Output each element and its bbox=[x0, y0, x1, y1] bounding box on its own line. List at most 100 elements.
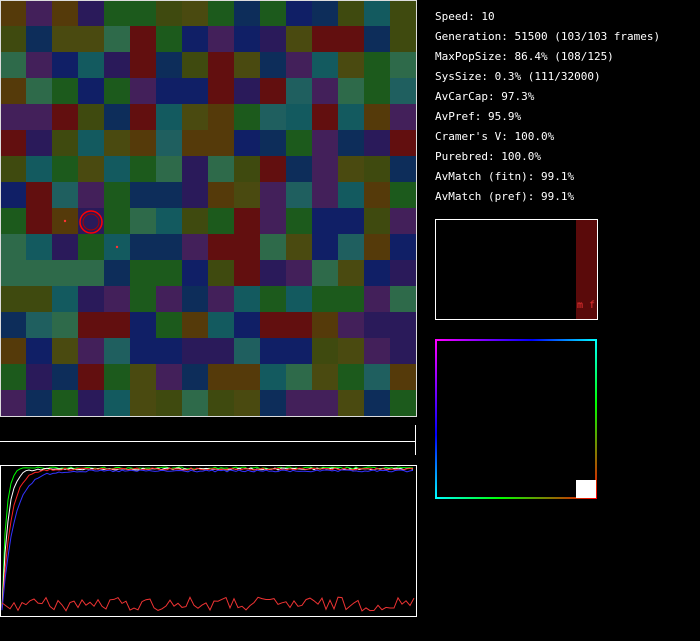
tile bbox=[260, 234, 286, 260]
tile bbox=[182, 364, 208, 390]
agent-dot bbox=[63, 219, 67, 223]
tile bbox=[78, 234, 104, 260]
tile bbox=[104, 156, 130, 182]
tile bbox=[78, 78, 104, 104]
tile bbox=[234, 312, 260, 338]
tile bbox=[52, 260, 78, 286]
tile bbox=[338, 338, 364, 364]
tile bbox=[0, 182, 26, 208]
tile bbox=[338, 78, 364, 104]
tile bbox=[208, 104, 234, 130]
world-grid bbox=[0, 0, 416, 416]
tile bbox=[312, 52, 338, 78]
stats-panel: Speed: 10 Generation: 51500 (103/103 fram… bbox=[435, 10, 660, 203]
tile bbox=[312, 312, 338, 338]
tile bbox=[104, 52, 130, 78]
tile bbox=[260, 312, 286, 338]
tile bbox=[0, 52, 26, 78]
tile bbox=[364, 182, 390, 208]
tile bbox=[104, 78, 130, 104]
tile bbox=[104, 364, 130, 390]
tile bbox=[286, 338, 312, 364]
tile bbox=[156, 338, 182, 364]
tile bbox=[182, 208, 208, 234]
tile bbox=[260, 390, 286, 416]
tile bbox=[390, 26, 416, 52]
tile bbox=[0, 208, 26, 234]
stat-line: AvMatch (fitn): 99.1% bbox=[435, 170, 574, 183]
tile bbox=[130, 234, 156, 260]
tile bbox=[104, 286, 130, 312]
match-cell bbox=[576, 480, 596, 498]
tile bbox=[312, 26, 338, 52]
tile bbox=[182, 156, 208, 182]
stat-line: Cramer's V: 100.0% bbox=[435, 130, 555, 143]
tile bbox=[78, 156, 104, 182]
tile bbox=[338, 104, 364, 130]
tile bbox=[0, 260, 26, 286]
tile bbox=[312, 104, 338, 130]
tile bbox=[26, 52, 52, 78]
tile bbox=[312, 260, 338, 286]
tile bbox=[208, 78, 234, 104]
tile bbox=[130, 208, 156, 234]
tile bbox=[130, 286, 156, 312]
tile bbox=[286, 364, 312, 390]
tile bbox=[338, 286, 364, 312]
tile bbox=[104, 182, 130, 208]
history-lines bbox=[1, 466, 415, 612]
tile bbox=[364, 104, 390, 130]
tile bbox=[208, 156, 234, 182]
tile bbox=[260, 130, 286, 156]
tile bbox=[26, 390, 52, 416]
tile bbox=[130, 104, 156, 130]
tile bbox=[78, 260, 104, 286]
tile bbox=[156, 390, 182, 416]
tile bbox=[52, 234, 78, 260]
tile bbox=[182, 26, 208, 52]
tile bbox=[182, 182, 208, 208]
tile bbox=[364, 130, 390, 156]
tile bbox=[286, 0, 312, 26]
tile bbox=[156, 52, 182, 78]
tile bbox=[208, 208, 234, 234]
tile bbox=[286, 130, 312, 156]
tile bbox=[286, 312, 312, 338]
tile bbox=[26, 78, 52, 104]
match-box bbox=[435, 339, 597, 499]
tile bbox=[156, 260, 182, 286]
tile bbox=[364, 234, 390, 260]
tile bbox=[104, 312, 130, 338]
stat-line: AvCarCap: 97.3% bbox=[435, 90, 535, 103]
tile bbox=[312, 286, 338, 312]
tile bbox=[338, 364, 364, 390]
tile bbox=[156, 130, 182, 156]
history-chart bbox=[0, 465, 417, 617]
tile bbox=[104, 390, 130, 416]
tile bbox=[338, 312, 364, 338]
tile bbox=[156, 78, 182, 104]
stat-line: AvMatch (pref): 99.1% bbox=[435, 190, 574, 203]
tile bbox=[260, 0, 286, 26]
tile bbox=[52, 364, 78, 390]
tile bbox=[26, 156, 52, 182]
tile bbox=[26, 286, 52, 312]
tile bbox=[286, 156, 312, 182]
tile bbox=[26, 104, 52, 130]
tile bbox=[52, 0, 78, 26]
tile bbox=[104, 130, 130, 156]
tile bbox=[104, 26, 130, 52]
tile bbox=[78, 286, 104, 312]
tile bbox=[260, 26, 286, 52]
stat-line: AvPref: 95.9% bbox=[435, 110, 521, 123]
tile bbox=[260, 52, 286, 78]
tile bbox=[156, 104, 182, 130]
tile bbox=[0, 338, 26, 364]
tile bbox=[52, 104, 78, 130]
tile bbox=[104, 338, 130, 364]
tile bbox=[286, 182, 312, 208]
tile bbox=[130, 260, 156, 286]
tile bbox=[130, 390, 156, 416]
